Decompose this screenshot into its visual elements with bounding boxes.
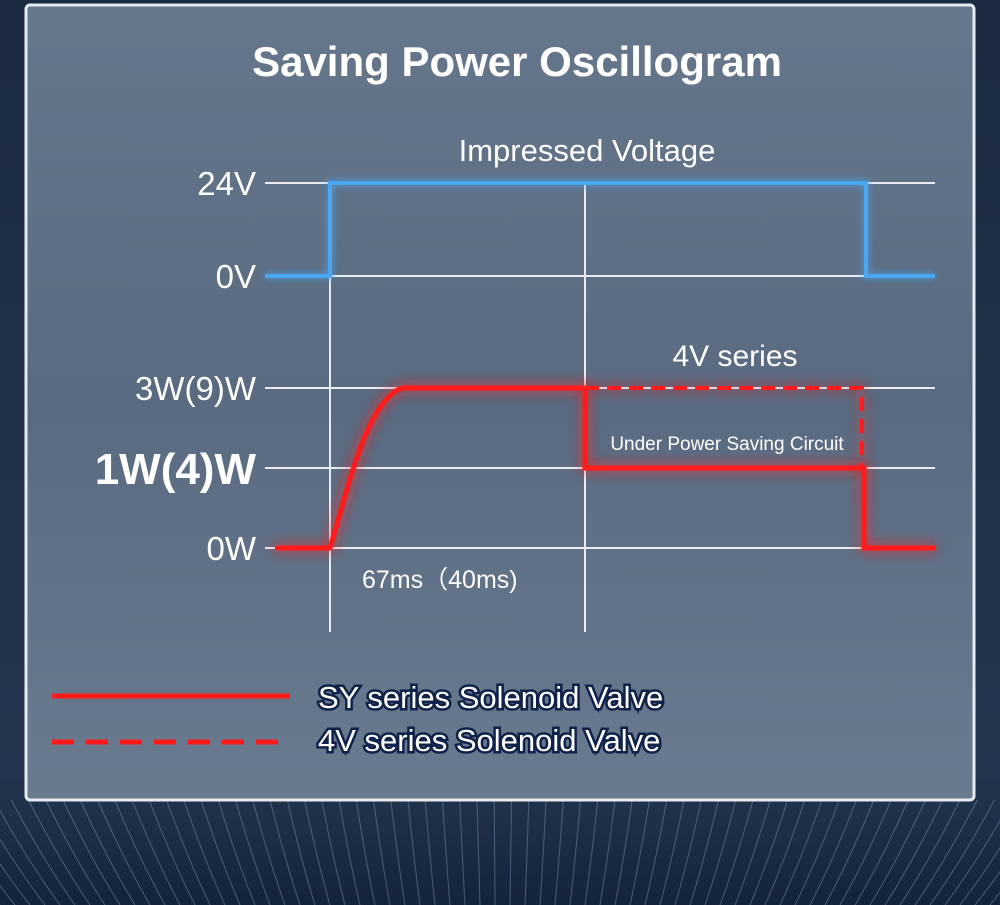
wave-line xyxy=(539,799,547,905)
wave-line xyxy=(407,799,421,905)
wave-line xyxy=(424,799,436,905)
wave-line xyxy=(734,799,771,905)
wave-line xyxy=(183,799,226,905)
wave-line xyxy=(442,799,451,905)
wave-line xyxy=(269,799,301,905)
y-label-1w: 1W(4)W xyxy=(95,445,257,494)
wave-line xyxy=(944,819,1000,905)
wave-line xyxy=(659,799,685,905)
wave-line xyxy=(166,799,211,905)
4v-series-note: 4V series xyxy=(672,340,797,373)
wave-line xyxy=(839,799,892,905)
power-trace-sy-solid xyxy=(275,385,935,551)
wave-line xyxy=(824,799,875,905)
wave-line xyxy=(764,799,806,905)
wave-line xyxy=(794,799,840,905)
wave-line xyxy=(599,799,616,905)
wave-lines-decoration xyxy=(0,799,1000,905)
wave-line xyxy=(929,799,995,905)
wave-line xyxy=(252,799,286,905)
wave-line xyxy=(200,799,241,905)
wave-line xyxy=(131,799,181,905)
y-label-0w: 0W xyxy=(207,530,257,567)
wave-line xyxy=(779,799,823,905)
power-trace-4v-dashed xyxy=(585,386,864,468)
power-saving-note: Under Power Saving Circuit xyxy=(610,434,844,455)
wave-line xyxy=(62,799,121,905)
wave-line xyxy=(974,870,1000,905)
wave-line xyxy=(989,891,1000,905)
wave-line xyxy=(321,799,346,905)
wave-line xyxy=(390,799,406,905)
wave-line xyxy=(914,799,978,905)
wave-line xyxy=(373,799,391,905)
wave-line xyxy=(217,799,256,905)
voltage-trace xyxy=(265,181,935,278)
wave-line xyxy=(584,799,599,905)
title: Saving Power Oscillogram xyxy=(252,38,782,85)
wave-line xyxy=(0,838,46,905)
wave-line xyxy=(524,799,530,905)
panel xyxy=(24,3,976,802)
wave-line xyxy=(97,799,151,905)
wave-line xyxy=(554,799,564,905)
y-label-24v: 24V xyxy=(197,165,256,202)
wave-line xyxy=(809,799,857,905)
wave-line xyxy=(749,799,788,905)
wave-line xyxy=(629,799,650,905)
wave-line xyxy=(644,799,668,905)
wave-line xyxy=(509,799,512,905)
wave-line xyxy=(493,799,496,905)
wave-line xyxy=(0,863,31,905)
wave-line xyxy=(719,799,754,905)
wave-line xyxy=(899,799,961,905)
wave-line xyxy=(0,809,61,905)
legend-label-sy: SY series Solenoid Valve xyxy=(318,680,663,715)
wave-line xyxy=(114,799,166,905)
wave-line xyxy=(45,799,106,905)
wave-line xyxy=(689,799,719,905)
wave-line xyxy=(854,799,909,905)
wave-line xyxy=(79,799,136,905)
wave-line xyxy=(0,884,16,905)
wave-line xyxy=(148,799,196,905)
y-label-3w: 3W(9)W xyxy=(135,370,257,407)
legend-label-4v: 4V series Solenoid Valve xyxy=(318,723,660,758)
wave-line xyxy=(355,799,376,905)
wave-line xyxy=(614,799,633,905)
wave-line xyxy=(235,799,271,905)
wave-line xyxy=(304,799,331,905)
wave-line xyxy=(286,799,316,905)
wave-line xyxy=(959,846,1000,905)
wave-line xyxy=(869,799,926,905)
wave-line xyxy=(569,799,581,905)
legend: SY series Solenoid Valve 4V series Solen… xyxy=(52,678,666,761)
wave-line xyxy=(338,799,361,905)
impressed-voltage-label: Impressed Voltage xyxy=(459,133,716,168)
wave-line xyxy=(459,799,466,905)
wave-line xyxy=(674,799,702,905)
wave-line xyxy=(28,799,91,905)
y-label-0v: 0V xyxy=(216,258,256,295)
wave-line xyxy=(704,799,737,905)
wave-line xyxy=(884,799,944,905)
rise-time-label: 67ms（40ms) xyxy=(362,566,518,594)
wave-line xyxy=(476,799,481,905)
wave-line xyxy=(10,799,76,905)
